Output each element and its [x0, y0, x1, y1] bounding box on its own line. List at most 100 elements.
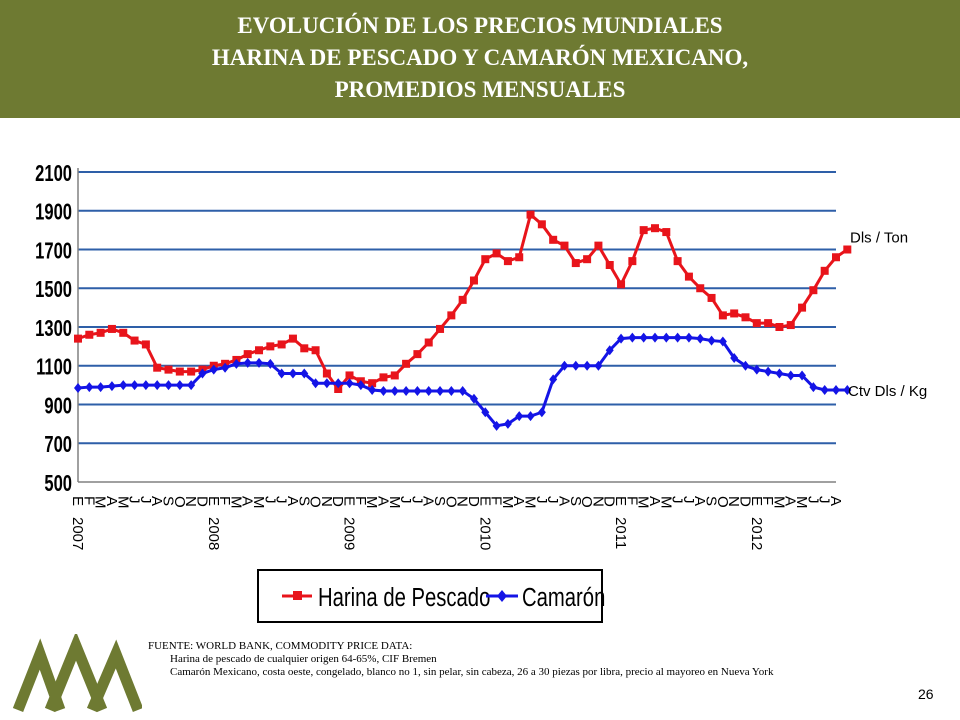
point-harina [571, 259, 580, 268]
point-harina [605, 261, 614, 269]
x-tick-label: A [555, 496, 572, 506]
point-harina [334, 385, 343, 393]
y-tick-label: 900 [44, 394, 72, 419]
x-tick-label: O [171, 496, 188, 508]
point-harina [153, 363, 162, 372]
point-harina [492, 249, 501, 258]
point-harina [107, 324, 116, 333]
point-harina [752, 319, 761, 328]
x-tick-label: A [239, 496, 256, 506]
point-camaron [458, 385, 467, 396]
x-tick-label: O [307, 496, 324, 508]
point-harina [458, 295, 467, 304]
logo-icon [12, 634, 142, 713]
point-camaron [583, 360, 592, 371]
point-harina [255, 346, 264, 355]
point-camaron [322, 378, 331, 389]
x-tick-label: A [103, 496, 120, 506]
point-camaron [492, 420, 501, 431]
point-harina [424, 338, 433, 347]
footer-source: FUENTE: WORLD BANK, COMMODITY PRICE DATA… [148, 640, 848, 679]
x-tick-label: M [114, 496, 131, 509]
year-label: 2011 [612, 517, 629, 549]
point-harina [243, 350, 252, 359]
x-tick-label: M [363, 496, 380, 509]
point-camaron [232, 358, 241, 369]
x-tick-label: E [748, 496, 765, 506]
point-harina [402, 359, 411, 368]
point-camaron [345, 378, 354, 389]
x-tick-label: E [69, 496, 86, 506]
header-banner [0, 0, 960, 118]
y-tick-label: 700 [44, 433, 72, 458]
x-tick-label: J [533, 496, 550, 504]
x-tick-label: J [816, 496, 833, 504]
x-tick-label: O [578, 496, 595, 508]
point-camaron [752, 364, 761, 375]
legend-label-camaron: Camarón [522, 583, 605, 612]
x-tick-label: A [420, 496, 437, 506]
legend-box [257, 569, 603, 623]
point-harina [141, 340, 150, 349]
point-camaron [741, 360, 750, 371]
point-camaron [832, 384, 840, 395]
x-tick-label: M [522, 496, 539, 509]
point-harina [481, 255, 490, 264]
point-camaron [198, 368, 207, 379]
x-tick-label: S [703, 496, 720, 506]
point-harina [413, 350, 422, 359]
point-camaron [537, 407, 546, 418]
x-tick-label: F [216, 496, 233, 505]
point-camaron [187, 380, 196, 391]
point-harina [560, 241, 569, 250]
point-harina [175, 367, 184, 376]
point-camaron [209, 364, 218, 375]
y-tick-label: 500 [44, 471, 72, 496]
x-tick-label: A [284, 496, 301, 506]
point-harina [85, 330, 94, 339]
point-harina [187, 367, 196, 376]
point-harina [832, 253, 840, 262]
title-line-2: HARINA DE PESCADO Y CAMARÓN MEXICANO, [211, 45, 749, 70]
point-camaron [617, 333, 626, 344]
point-harina [311, 346, 320, 355]
series-line-camaron [77, 336, 848, 428]
year-label: 2009 [341, 517, 358, 550]
point-camaron [379, 385, 388, 396]
point-harina [436, 324, 445, 333]
price-chart: 500700900110013001500170019002100EFMAMJJ… [35, 161, 927, 623]
point-camaron [549, 374, 558, 385]
point-harina [696, 284, 705, 293]
point-harina [628, 257, 637, 266]
point-camaron [843, 384, 852, 395]
x-tick-label: N [725, 496, 742, 507]
point-camaron [639, 332, 648, 343]
point-harina [741, 313, 750, 322]
year-label: 2012 [748, 517, 765, 550]
point-camaron [436, 385, 445, 396]
x-tick-label: A [646, 496, 663, 506]
point-harina [379, 373, 388, 382]
point-camaron [107, 381, 116, 392]
point-camaron [164, 380, 173, 391]
point-camaron [798, 370, 807, 381]
point-harina [583, 255, 592, 264]
point-harina [775, 323, 784, 331]
title-line-1: EVOLUCIÓN DE LOS PRECIOS MUNDIALES [237, 13, 723, 38]
x-tick-label: E [612, 496, 629, 506]
x-tick-label: S [567, 496, 584, 506]
title-line-3: PROMEDIOS MENSUALES [334, 77, 626, 102]
point-harina [164, 365, 173, 374]
x-tick-label: J [544, 496, 561, 504]
point-harina [503, 257, 512, 266]
point-camaron [300, 368, 309, 379]
point-camaron [153, 380, 162, 391]
point-harina [130, 336, 139, 345]
point-harina [96, 328, 105, 337]
x-tick-label: M [770, 496, 787, 509]
point-harina [594, 241, 603, 250]
point-harina [322, 369, 331, 378]
x-tick-label: A [782, 496, 799, 506]
x-tick-label: F [352, 496, 369, 505]
point-camaron [96, 382, 105, 393]
